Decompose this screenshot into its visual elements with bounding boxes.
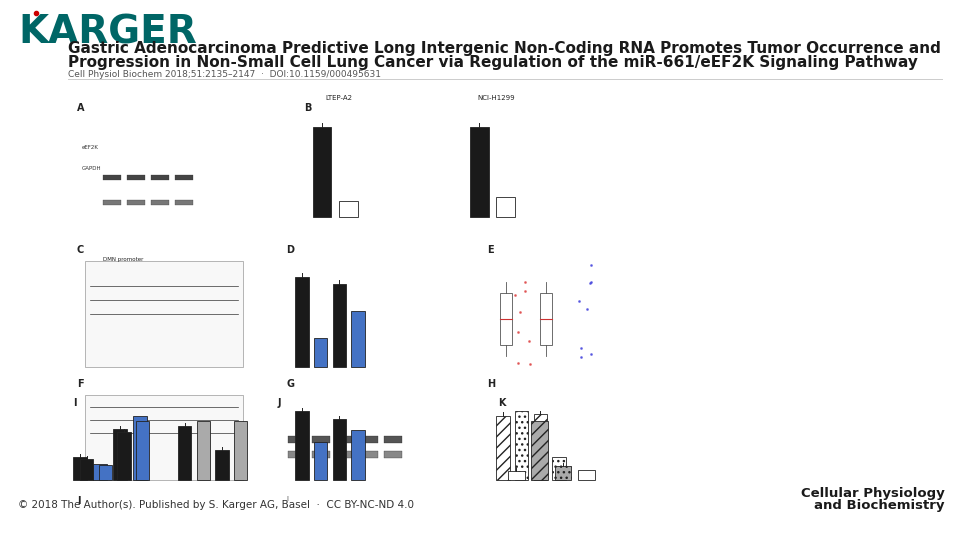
- Bar: [540, 293, 552, 346]
- Bar: [496, 197, 515, 217]
- Text: GAPDH: GAPDH: [82, 166, 102, 171]
- Bar: [314, 442, 327, 480]
- Text: and Biochemistry: and Biochemistry: [814, 499, 945, 512]
- Text: KARGER: KARGER: [18, 14, 197, 52]
- Bar: [339, 200, 358, 217]
- Bar: [531, 421, 548, 480]
- Bar: [351, 430, 365, 480]
- Text: eEF2K: eEF2K: [82, 145, 99, 150]
- Bar: [103, 175, 121, 180]
- Text: I: I: [286, 496, 289, 502]
- Bar: [288, 436, 306, 443]
- Bar: [360, 436, 378, 443]
- Bar: [312, 451, 330, 458]
- Text: Progression in Non-Small Cell Lung Cancer via Regulation of the miR-661/eEF2K Si: Progression in Non-Small Cell Lung Cance…: [68, 55, 918, 70]
- Bar: [515, 411, 528, 480]
- Bar: [68, 83, 942, 488]
- Bar: [555, 466, 571, 480]
- Bar: [360, 451, 378, 458]
- Bar: [351, 311, 365, 367]
- Text: NCI-H1299: NCI-H1299: [477, 95, 516, 101]
- Bar: [93, 463, 107, 480]
- Bar: [127, 199, 145, 205]
- Text: Cell Physiol Biochem 2018;51:2135–2147  ·  DOI:10.1159/000495631: Cell Physiol Biochem 2018;51:2135–2147 ·…: [68, 70, 381, 79]
- Bar: [534, 414, 547, 480]
- Text: I: I: [77, 496, 81, 506]
- Text: K: K: [498, 398, 506, 408]
- Text: B: B: [304, 103, 311, 113]
- Text: LTEP-A2: LTEP-A2: [325, 95, 352, 101]
- Bar: [384, 436, 402, 443]
- Text: H: H: [488, 379, 495, 389]
- Text: DMN promoter: DMN promoter: [103, 257, 143, 262]
- Text: Cellular Physiology: Cellular Physiology: [802, 487, 945, 500]
- Bar: [336, 436, 354, 443]
- Bar: [234, 421, 248, 480]
- Bar: [496, 416, 510, 480]
- Bar: [332, 284, 346, 367]
- Bar: [332, 420, 346, 480]
- Bar: [508, 471, 525, 480]
- Bar: [470, 127, 489, 217]
- Bar: [336, 451, 354, 458]
- Bar: [500, 293, 513, 346]
- Bar: [384, 451, 402, 458]
- Bar: [552, 457, 565, 480]
- Bar: [175, 199, 193, 205]
- Bar: [151, 199, 169, 205]
- Text: A: A: [77, 103, 84, 113]
- Bar: [312, 436, 330, 443]
- Bar: [85, 261, 243, 367]
- Bar: [136, 421, 150, 480]
- Bar: [288, 451, 306, 458]
- Text: E: E: [488, 245, 494, 255]
- Bar: [314, 338, 327, 367]
- Text: C: C: [77, 245, 84, 255]
- Text: © 2018 The Author(s). Published by S. Karger AG, Basel  ·  CC BY-NC-ND 4.0: © 2018 The Author(s). Published by S. Ka…: [18, 500, 414, 510]
- Bar: [215, 450, 228, 480]
- Bar: [103, 199, 121, 205]
- Text: J: J: [278, 398, 281, 408]
- Bar: [127, 175, 145, 180]
- Text: D: D: [286, 245, 295, 255]
- Bar: [296, 277, 308, 367]
- Bar: [175, 175, 193, 180]
- Bar: [132, 416, 147, 480]
- Bar: [85, 395, 243, 480]
- Bar: [99, 464, 112, 480]
- Bar: [80, 459, 93, 480]
- Bar: [296, 411, 308, 480]
- Text: G: G: [286, 379, 295, 389]
- Text: Gastric Adenocarcinoma Predictive Long Intergenic Non-Coding RNA Promotes Tumor : Gastric Adenocarcinoma Predictive Long I…: [68, 41, 941, 56]
- Bar: [578, 470, 594, 480]
- Bar: [313, 127, 331, 217]
- Bar: [112, 429, 127, 480]
- Bar: [151, 175, 169, 180]
- Text: F: F: [77, 379, 84, 389]
- Text: I: I: [73, 398, 77, 408]
- Bar: [73, 457, 87, 480]
- Bar: [178, 426, 191, 480]
- Bar: [117, 432, 131, 480]
- Bar: [197, 421, 210, 480]
